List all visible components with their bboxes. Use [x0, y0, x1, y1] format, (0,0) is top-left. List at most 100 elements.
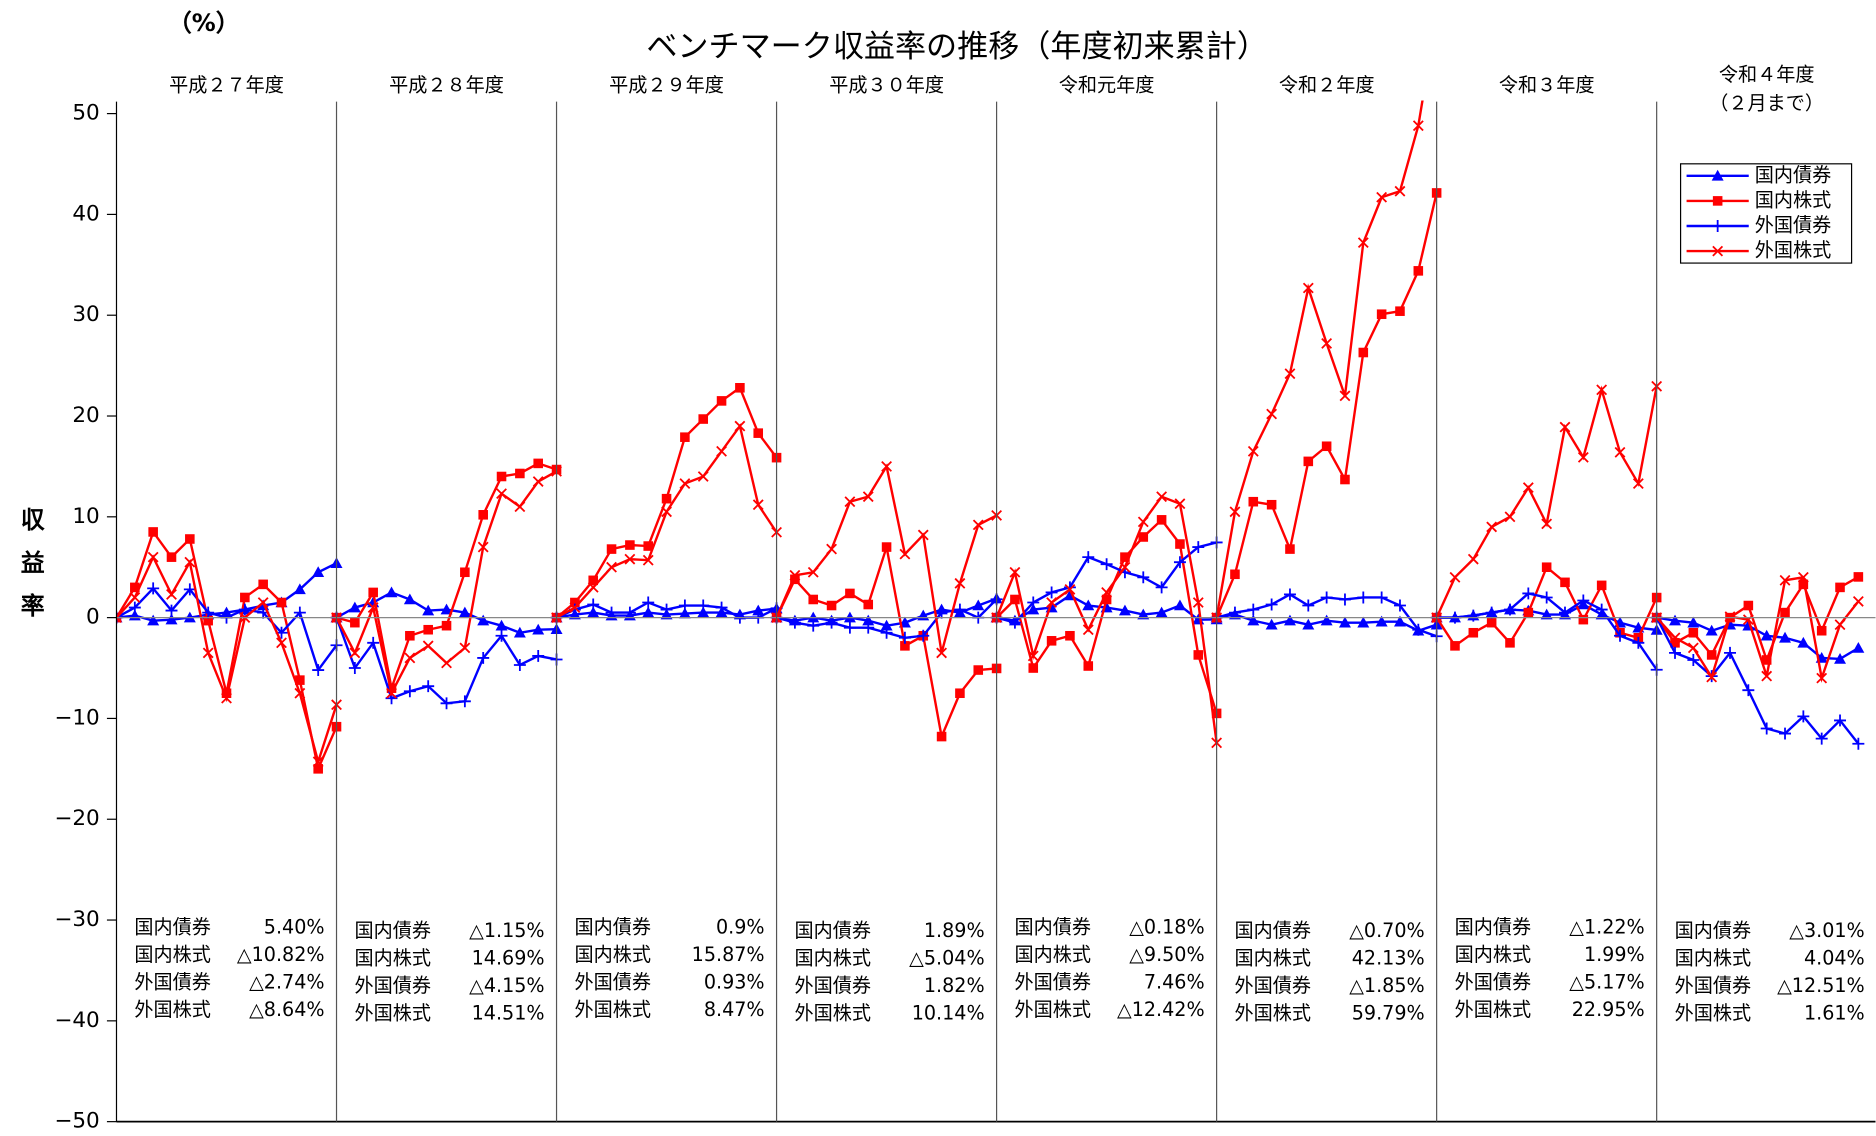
summary-name: 外国株式 [1455, 998, 1532, 1021]
marker [1137, 516, 1149, 528]
marker [1376, 191, 1388, 203]
y-tick-label: −30 [54, 907, 99, 932]
marker [440, 697, 453, 710]
marker [587, 598, 600, 611]
marker [1082, 624, 1094, 636]
marker [1338, 593, 1351, 606]
marker [880, 619, 893, 631]
marker [460, 567, 470, 578]
marker [1230, 569, 1240, 580]
marker [1283, 588, 1296, 601]
series-line [995, 495, 1218, 743]
marker [973, 665, 984, 675]
series-line [555, 423, 778, 619]
series-line [116, 586, 338, 673]
marker [1247, 614, 1260, 626]
marker [166, 552, 177, 562]
marker [441, 620, 452, 631]
marker [1797, 571, 1809, 583]
marker [1009, 566, 1021, 578]
marker [1852, 737, 1865, 750]
marker [293, 606, 306, 619]
marker [533, 458, 543, 469]
series-line [335, 470, 558, 697]
marker [1320, 591, 1333, 604]
marker [496, 488, 507, 500]
marker [514, 501, 526, 513]
marker [1266, 408, 1278, 420]
y-tick-label: −50 [54, 1109, 99, 1134]
marker [1596, 580, 1607, 591]
marker [1760, 629, 1773, 641]
marker [1046, 597, 1058, 608]
marker [917, 629, 930, 642]
summary-value: △0.70% [1349, 919, 1424, 942]
marker [624, 553, 636, 565]
marker [844, 496, 856, 508]
marker [1687, 616, 1700, 628]
marker [1338, 616, 1351, 628]
marker [1118, 604, 1131, 616]
marker [1706, 650, 1717, 660]
marker [698, 414, 709, 424]
series-line [336, 462, 557, 693]
marker [348, 601, 361, 613]
marker [477, 541, 489, 553]
marker [1779, 574, 1791, 586]
marker [1632, 478, 1644, 489]
marker [1577, 594, 1590, 607]
marker [1339, 390, 1351, 402]
marker [1394, 185, 1406, 197]
marker [312, 566, 325, 578]
marker [1687, 653, 1700, 666]
marker [1119, 561, 1131, 573]
summary-name: 外国債券 [1015, 970, 1092, 993]
period-label: 令和２年度 [1279, 74, 1375, 97]
marker [1541, 518, 1553, 530]
marker [1596, 384, 1608, 396]
marker [789, 569, 801, 581]
marker [735, 383, 745, 393]
marker [1467, 553, 1479, 565]
marker [1760, 722, 1773, 735]
period-label: 平成３０年度 [829, 74, 944, 97]
summary-value: 0.9% [716, 915, 765, 938]
summary-name: 外国株式 [1235, 1002, 1312, 1025]
marker [276, 597, 287, 608]
summary-value: 1.82% [924, 974, 985, 997]
marker [1712, 196, 1723, 206]
marker [1247, 445, 1259, 457]
marker [899, 548, 911, 560]
series-line [995, 518, 1218, 714]
marker [1156, 515, 1167, 525]
marker [1357, 591, 1370, 604]
y-tick-label: 50 [72, 101, 99, 126]
marker [1265, 598, 1278, 611]
marker [917, 529, 929, 541]
period-label: 令和元年度 [1059, 74, 1155, 97]
marker [606, 544, 617, 554]
marker [697, 471, 709, 482]
period-label: 平成２７年度 [169, 74, 284, 97]
legend-label: 外国株式 [1755, 239, 1832, 262]
marker [368, 587, 378, 598]
summary-value: 5.40% [264, 915, 325, 938]
marker [1266, 499, 1277, 510]
marker [954, 577, 966, 589]
marker [1321, 441, 1332, 452]
series-line [1655, 575, 1860, 683]
summary-value: 14.51% [472, 1002, 545, 1025]
marker [1614, 629, 1626, 642]
summary-name: 外国債券 [574, 970, 651, 993]
marker [1670, 638, 1680, 648]
marker [900, 641, 910, 651]
summary-value: △12.42% [1117, 998, 1205, 1021]
marker [788, 616, 801, 629]
marker [825, 616, 838, 629]
marker [1376, 309, 1387, 319]
marker [1834, 619, 1846, 631]
marker [367, 602, 379, 613]
marker [1706, 671, 1718, 683]
marker [458, 695, 471, 708]
